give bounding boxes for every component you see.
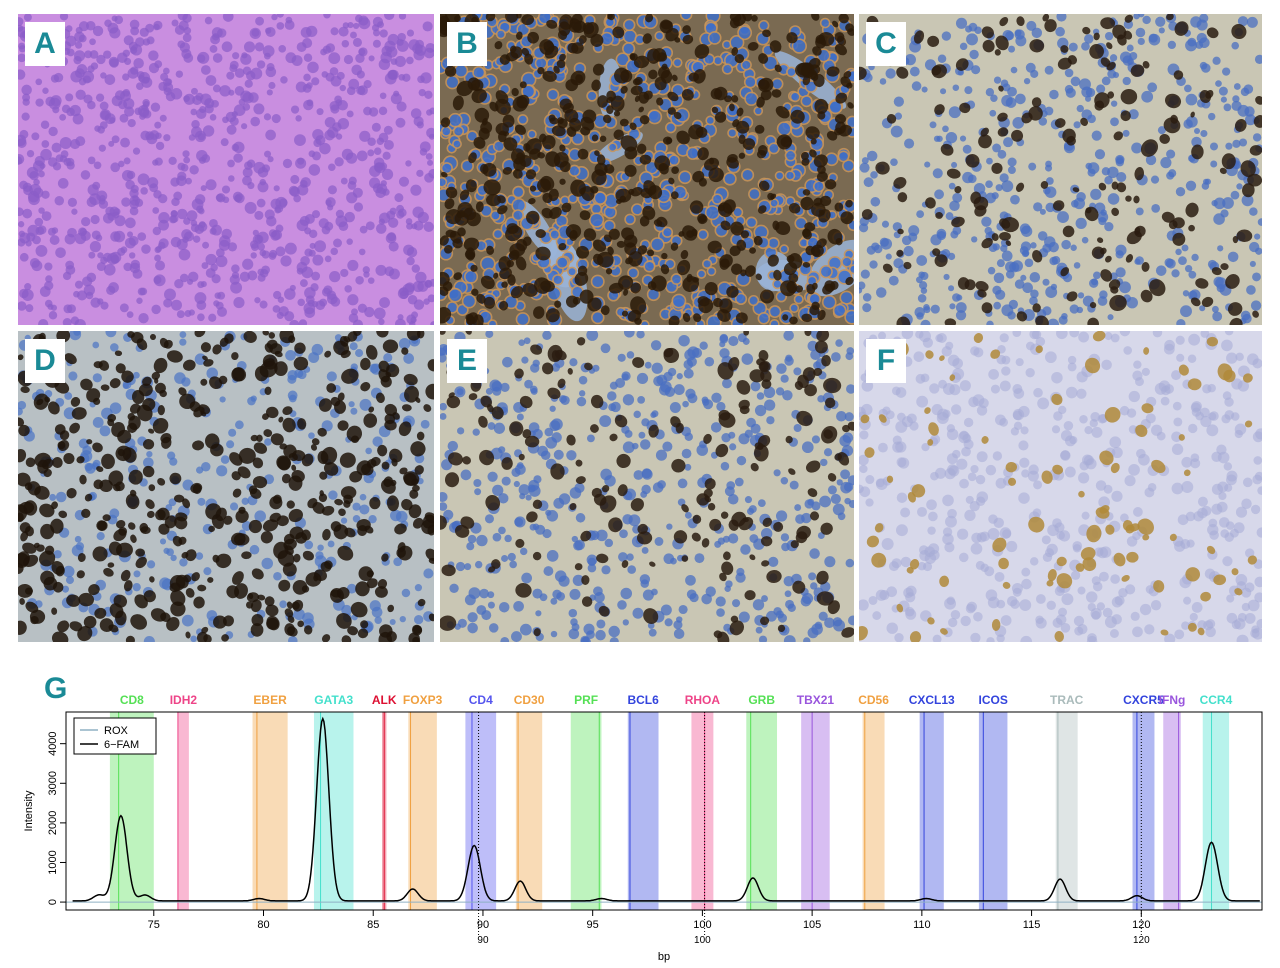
x-tick-label: 100 (693, 919, 711, 931)
micrograph-panel-e: E (440, 331, 854, 642)
legend-box (73, 717, 157, 755)
marker-band-idh2 (177, 712, 189, 910)
micrograph-panel-d: D (18, 331, 434, 642)
marker-band-bcl6 (627, 712, 659, 910)
panel-label: E (447, 339, 487, 383)
marker-label-cxcl13: CXCL13 (909, 693, 955, 707)
y-tick-label: 3000 (47, 771, 59, 795)
marker-label-icos: ICOS (979, 693, 1008, 707)
marker-band-ccr4 (1202, 712, 1230, 910)
legend-entry: ROX (104, 725, 129, 737)
y-tick-label: 1000 (47, 850, 59, 874)
micrograph-panel-c: C (859, 14, 1262, 325)
marker-band-cd56 (862, 712, 885, 910)
marker-band-cxcl13 (919, 712, 944, 910)
marker-band-trac (1055, 712, 1078, 910)
plot-frame (65, 711, 1263, 911)
marker-label-cd4: CD4 (469, 693, 493, 707)
nuclear-stain-texture (859, 14, 1262, 325)
marker-label-alk: ALK (372, 693, 397, 707)
y-tick-label: 0 (47, 899, 59, 905)
x-tick-label: 105 (803, 919, 821, 931)
y-axis-label: Intensity (23, 790, 35, 831)
marker-label-cxcr5: CXCR5 (1123, 693, 1164, 707)
panel-label: A (25, 22, 65, 66)
he-stain-texture (18, 14, 434, 325)
legend-entry: 6−FAM (104, 739, 139, 751)
x-axis-label: bp (658, 951, 670, 963)
panel-label: C (866, 22, 906, 66)
marker-label-grb: GRB (748, 693, 775, 707)
nuclear-stain-texture (440, 331, 854, 642)
marker-label-foxp3: FOXP3 (403, 693, 443, 707)
faint-stain-texture (859, 331, 1262, 642)
secondary-x-tick-label: 100 (694, 935, 711, 946)
marker-label-rhoa: RHOA (685, 693, 721, 707)
marker-label-cd30: CD30 (514, 693, 545, 707)
marker-label-bcl6: BCL6 (627, 693, 659, 707)
marker-label-cd56: CD56 (858, 693, 889, 707)
nuclear-stain-texture (18, 331, 434, 642)
marker-band-cd30 (515, 712, 543, 910)
marker-label-idh2: IDH2 (170, 693, 198, 707)
marker-band-cd4 (465, 712, 497, 910)
x-tick-label: 120 (1132, 919, 1150, 931)
marker-band-eber (252, 712, 288, 910)
marker-band-ifng (1163, 712, 1181, 910)
panel-label: F (866, 339, 906, 383)
chart-panel-label: G (44, 672, 67, 705)
fragment-analysis-chart: G 75 80 85 90 95 100 105 110 115 120 90 100 120 0 1000… (0, 660, 1280, 968)
series-6-fam (72, 716, 1260, 902)
x-tick-label: 110 (913, 919, 931, 931)
x-tick-label: 85 (367, 919, 379, 931)
chart-svg: G 75 80 85 90 95 100 105 110 115 120 90 100 120 0 1000… (23, 672, 1263, 963)
x-tick-label: 115 (1023, 919, 1041, 931)
marker-label-cd8: CD8 (120, 693, 144, 707)
marker-band-prf (570, 712, 602, 910)
x-tick-label: 80 (257, 919, 269, 931)
marker-label-tbx21: TBX21 (797, 693, 835, 707)
marker-band-grb (746, 712, 778, 910)
secondary-x-tick-label: 90 (477, 935, 489, 946)
marker-label-gata3: GATA3 (314, 693, 353, 707)
marker-label-eber: EBER (253, 693, 287, 707)
marker-label-ifng: IFNg (1159, 693, 1186, 707)
secondary-x-tick-label: 120 (1133, 935, 1150, 946)
membrane-stain-texture (440, 14, 854, 325)
marker-band-cxcr5 (1132, 712, 1155, 910)
marker-label-trac: TRAC (1050, 693, 1084, 707)
marker-label-ccr4: CCR4 (1200, 693, 1233, 707)
x-tick-label: 75 (148, 919, 160, 931)
x-tick-label: 95 (587, 919, 599, 931)
marker-band-tbx21 (801, 712, 830, 910)
marker-label-prf: PRF (574, 693, 598, 707)
y-tick-label: 2000 (47, 811, 59, 835)
panel-label: D (25, 339, 65, 383)
micrograph-panel-a: A (18, 14, 434, 325)
micrograph-panel-b: B (440, 14, 854, 325)
marker-band-foxp3 (408, 712, 437, 910)
panel-label: B (447, 22, 487, 66)
x-tick-label: 90 (477, 919, 489, 931)
micrograph-panel-f: F (859, 331, 1262, 642)
marker-band-rhoa (691, 712, 714, 910)
y-tick-label: 4000 (47, 731, 59, 755)
